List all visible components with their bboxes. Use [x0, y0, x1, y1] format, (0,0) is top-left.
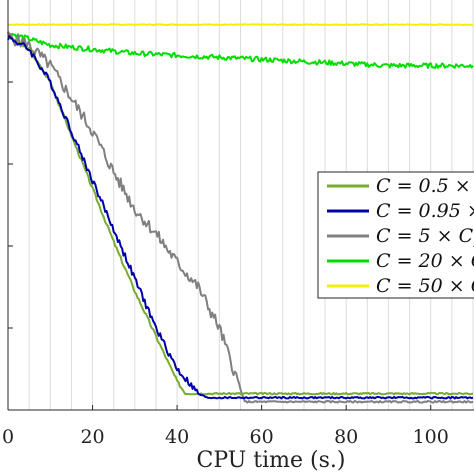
- legend-label: C = 0.95 ×: [376, 200, 474, 222]
- series-line: [7, 31, 474, 404]
- series-lines: [7, 23, 474, 404]
- x-tick-label: 20: [80, 426, 104, 448]
- x-tick-label: 80: [334, 426, 358, 448]
- x-tick-label: 60: [250, 426, 274, 448]
- legend-label: C = 5 × C_m: [376, 225, 474, 247]
- legend-label: C = 0.5 × C: [376, 175, 474, 197]
- series-line: [7, 35, 474, 396]
- series-line: [7, 31, 474, 69]
- legend: C = 0.5 × C C = 0.95 × C = 5 × C_m C = 20 ×…: [317, 171, 474, 299]
- legend-label: C = 20 × C: [376, 250, 474, 272]
- legend-label: C = 50 × C: [376, 275, 474, 297]
- x-tick-label: 100: [413, 426, 449, 448]
- x-tick-label: 0: [2, 426, 14, 448]
- x-tick-label: 40: [165, 426, 189, 448]
- y-axis-ticks: [8, 81, 13, 329]
- x-axis-ticks: 0 20 40 60 80 100: [2, 405, 449, 448]
- x-axis-title: CPU time (s.): [197, 448, 346, 473]
- series-line: [7, 35, 474, 400]
- series-line: [7, 23, 474, 26]
